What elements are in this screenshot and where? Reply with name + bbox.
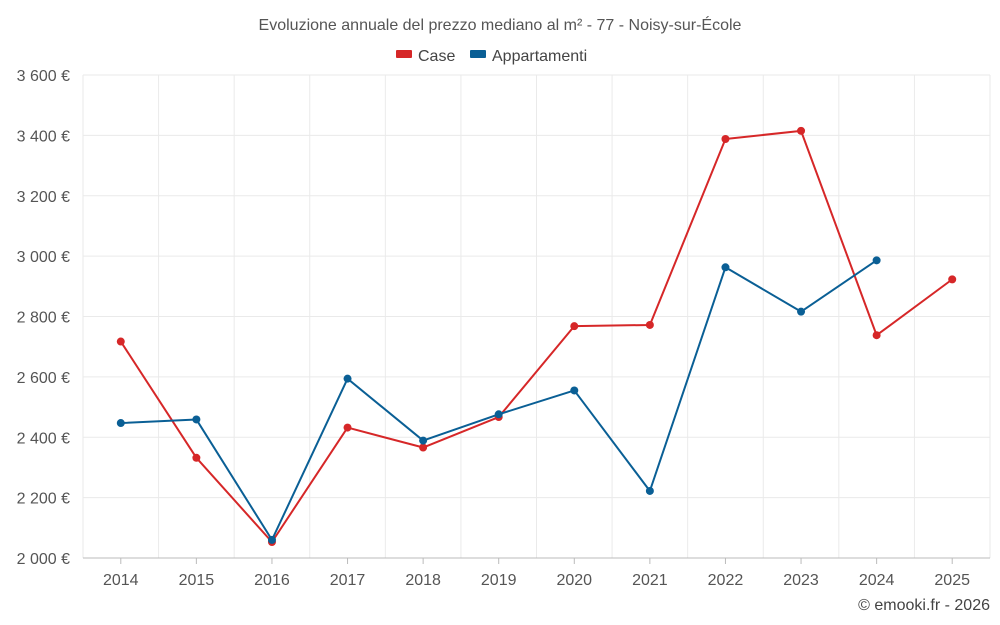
y-tick-label: 2 400 € [17, 430, 70, 447]
grid [82, 74, 991, 558]
x-tick-label: 2020 [556, 572, 592, 589]
data-point-appartamenti-2024[interactable]: Appartamenti 2024: 2986 [872, 256, 881, 265]
x-tick-label: 2018 [405, 572, 441, 589]
data-point-appartamenti-2014[interactable]: Appartamenti 2014: 2447 [116, 419, 125, 428]
x-tick-label: 2017 [330, 572, 366, 589]
legend-item-case[interactable]: Case [396, 48, 455, 65]
data-point-appartamenti-2020[interactable]: Appartamenti 2020: 2555 [570, 386, 579, 395]
data-point-appartamenti-2017[interactable]: Appartamenti 2017: 2594 [343, 374, 352, 383]
data-point-case-2014[interactable]: Case 2014: 2717 [116, 337, 125, 346]
legend: Case Appartamenti [396, 48, 587, 65]
x-tick-label: 2014 [103, 572, 139, 589]
credit-text: © emooki.fr - 2026 [858, 597, 990, 614]
y-tick-label: 2 200 € [17, 491, 70, 508]
data-point-case-2017[interactable]: Case 2017: 2432 [343, 423, 352, 432]
y-tick-label: 2 000 € [17, 551, 70, 568]
x-tick-label: 2024 [859, 572, 895, 589]
x-tick-label: 2025 [934, 572, 970, 589]
x-tick-label: 2016 [254, 572, 290, 589]
data-point-appartamenti-2021[interactable]: Appartamenti 2021: 2222 [645, 486, 654, 495]
series-layer: Case 2014: 2717Case 2015: 2332Case 2016:… [116, 126, 957, 547]
data-point-case-2023[interactable]: Case 2023: 3415 [797, 126, 806, 135]
x-tick-label: 2015 [179, 572, 215, 589]
data-point-appartamenti-2019[interactable]: Appartamenti 2019: 2476 [494, 410, 503, 419]
legend-item-appartamenti[interactable]: Appartamenti [470, 48, 587, 65]
data-point-appartamenti-2018[interactable]: Appartamenti 2018: 2389 [419, 436, 428, 445]
series-line-case [119, 129, 953, 544]
data-point-appartamenti-2023[interactable]: Appartamenti 2023: 2816 [797, 307, 806, 316]
legend-label-case: Case [418, 48, 455, 65]
legend-label-appartamenti: Appartamenti [492, 48, 587, 65]
y-tick-label: 3 200 € [17, 189, 70, 206]
legend-swatch-case [396, 50, 412, 58]
x-tick-label: 2021 [632, 572, 668, 589]
y-tick-label: 2 800 € [17, 310, 70, 327]
data-point-case-2021[interactable]: Case 2021: 2772 [645, 320, 654, 329]
y-tick-label: 2 600 € [17, 370, 70, 387]
data-point-case-2018[interactable]: Case 2018: 2366 [419, 443, 428, 452]
data-point-appartamenti-2022[interactable]: Appartamenti 2022: 2963 [721, 263, 730, 272]
axes: 2 000 € 2 200 € 2 400 € 2 600 € 2 800 € 3 000… [17, 68, 990, 589]
data-point-case-2022[interactable]: Case 2022: 3388 [721, 134, 730, 143]
x-tick-label: 2022 [708, 572, 744, 589]
data-point-case-2015[interactable]: Case 2015: 2332 [192, 453, 201, 462]
y-tick-label: 3 000 € [17, 249, 70, 266]
data-point-case-2025[interactable]: Case 2025: 2923 [948, 275, 957, 284]
y-tick-label: 3 600 € [17, 68, 70, 85]
data-point-case-2024[interactable]: Case 2024: 2738 [872, 331, 881, 340]
data-point-appartamenti-2016[interactable]: Appartamenti 2016: 2060 [267, 535, 276, 544]
y-tick-label: 3 400 € [17, 128, 70, 145]
legend-swatch-appartamenti [470, 50, 486, 58]
data-point-appartamenti-2015[interactable]: Appartamenti 2015: 2459 [192, 415, 201, 424]
data-point-case-2020[interactable]: Case 2020: 2768 [570, 322, 579, 331]
x-tick-label: 2023 [783, 572, 819, 589]
x-tick-label: 2019 [481, 572, 517, 589]
chart-title: Evoluzione annuale del prezzo mediano al… [259, 15, 742, 34]
